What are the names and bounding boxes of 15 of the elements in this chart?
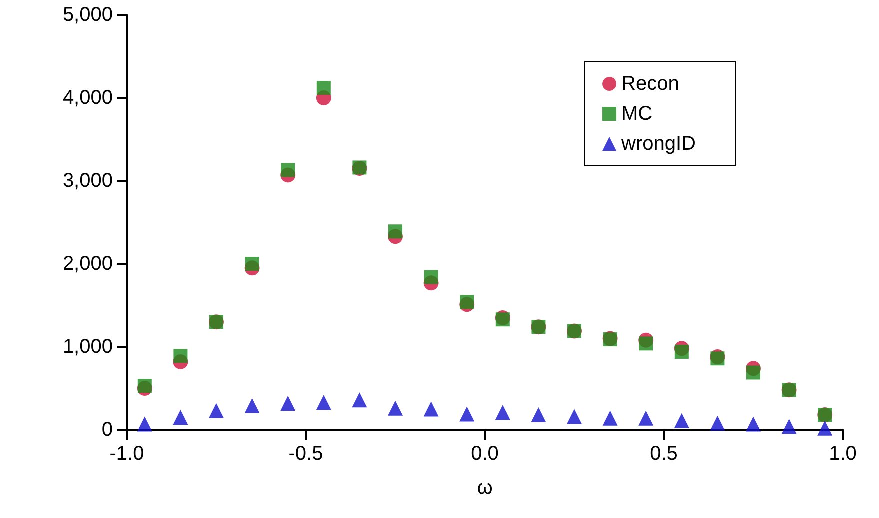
y-tick-label: 1,000	[62, 336, 113, 358]
y-tick-label: 2,000	[62, 253, 113, 275]
y-tick-label: 5,000	[62, 4, 113, 26]
x-tick-label: -0.5	[288, 443, 324, 465]
legend-label: MC	[622, 103, 653, 125]
legend-label: wrongID	[620, 133, 696, 155]
y-tick-label: 3,000	[62, 170, 113, 192]
x-tick-label: 1.0	[829, 443, 857, 465]
x-tick-label: 0.5	[650, 443, 678, 465]
y-tick-label: 0	[102, 419, 113, 441]
y-tick-label: 4,000	[62, 87, 113, 109]
x-tick-label: 0.0	[471, 443, 499, 465]
legend-label: Recon	[622, 73, 680, 95]
x-axis-title: ω	[477, 477, 493, 499]
x-tick-label: -1.0	[110, 443, 144, 465]
